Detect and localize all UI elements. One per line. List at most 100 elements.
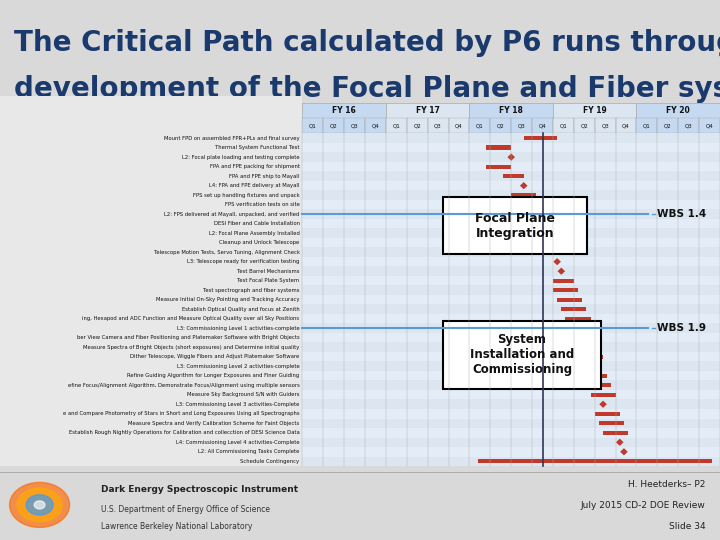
Text: Focal Plane
Integration: Focal Plane Integration xyxy=(474,212,555,240)
Text: FY 20: FY 20 xyxy=(667,106,690,115)
Bar xyxy=(302,118,323,133)
Text: L3: Commissioning Level 3 activities-Complete: L3: Commissioning Level 3 activities-Com… xyxy=(176,402,300,407)
Text: Q2: Q2 xyxy=(664,123,672,129)
Bar xyxy=(302,191,720,200)
Text: L2: FPS delivered at Mayall, unpacked, and verified: L2: FPS delivered at Mayall, unpacked, a… xyxy=(164,212,300,217)
Text: Q1: Q1 xyxy=(643,123,651,129)
Bar xyxy=(302,257,720,266)
Polygon shape xyxy=(520,182,528,189)
Bar xyxy=(302,266,720,276)
Text: FY 19: FY 19 xyxy=(583,106,606,115)
Text: Slide 34: Slide 34 xyxy=(669,523,706,531)
Text: ber View Camera and Fiber Positioning and Platemaker Software with Bright Object: ber View Camera and Fiber Positioning an… xyxy=(77,335,300,340)
Bar xyxy=(302,295,720,305)
Bar xyxy=(523,136,557,140)
Text: FPA and FPE packing for shipment: FPA and FPE packing for shipment xyxy=(210,164,300,169)
Text: Q1: Q1 xyxy=(559,123,567,129)
Text: Q3: Q3 xyxy=(351,123,359,129)
Bar xyxy=(469,103,553,118)
Text: L2: All Commissioning Tasks Complete: L2: All Commissioning Tasks Complete xyxy=(198,449,300,454)
Text: Thermal System Functional Test: Thermal System Functional Test xyxy=(215,145,300,150)
Bar xyxy=(302,437,720,447)
Text: DESI Fiber and Cable Installation: DESI Fiber and Cable Installation xyxy=(214,221,300,226)
Text: Q3: Q3 xyxy=(518,123,526,129)
Polygon shape xyxy=(9,482,70,528)
Bar xyxy=(553,103,636,118)
Bar xyxy=(323,118,344,133)
Polygon shape xyxy=(536,211,544,218)
Bar xyxy=(528,202,553,207)
Bar xyxy=(536,240,562,245)
Bar xyxy=(541,250,565,254)
FancyBboxPatch shape xyxy=(443,197,587,254)
Bar xyxy=(302,276,720,286)
Text: efine Focus/Alignment Algorithm, Demonstrate Focus/Alignment using multiple sens: efine Focus/Alignment Algorithm, Demonst… xyxy=(68,383,300,388)
Bar xyxy=(302,418,720,428)
Text: Q2: Q2 xyxy=(580,123,588,129)
Text: FY 17: FY 17 xyxy=(415,106,440,115)
Bar xyxy=(636,103,720,118)
Bar xyxy=(386,118,407,133)
Text: Dither Telescope, Wiggle Fibers and Adjust Platemaker Software: Dither Telescope, Wiggle Fibers and Adju… xyxy=(130,354,300,359)
Bar xyxy=(578,355,603,359)
Text: H. Heetderks– P2: H. Heetderks– P2 xyxy=(629,481,706,489)
Polygon shape xyxy=(557,268,565,275)
Bar xyxy=(595,118,616,133)
Text: The Critical Path calculated by P6 runs through the: The Critical Path calculated by P6 runs … xyxy=(14,29,720,57)
Bar xyxy=(616,118,636,133)
Text: FPS verification tests on site: FPS verification tests on site xyxy=(225,202,300,207)
Bar xyxy=(678,118,699,133)
Text: Measure Sky Background S/N with Guiders: Measure Sky Background S/N with Guiders xyxy=(187,392,300,397)
Bar xyxy=(386,103,469,118)
Bar xyxy=(486,145,511,150)
Bar xyxy=(302,133,720,143)
Bar xyxy=(302,428,720,437)
Text: Q3: Q3 xyxy=(601,123,609,129)
Text: e and Compare Photometry of Stars in Short and Long Exposures Using all Spectrog: e and Compare Photometry of Stars in Sho… xyxy=(63,411,300,416)
Bar xyxy=(302,447,720,456)
Text: Test Barrel Mechanisms: Test Barrel Mechanisms xyxy=(237,269,300,274)
Bar xyxy=(302,314,720,323)
Polygon shape xyxy=(554,258,561,265)
Text: L4: FPA and FPE delivery at Mayall: L4: FPA and FPE delivery at Mayall xyxy=(209,183,300,188)
Bar xyxy=(574,345,599,349)
Text: L3: Commissioning Level 2 activities-complete: L3: Commissioning Level 2 activities-com… xyxy=(177,364,300,369)
Text: WBS 1.4: WBS 1.4 xyxy=(657,209,706,219)
Bar xyxy=(302,400,720,409)
Text: ing, Hexapod and ADC Function and Measure Optical Quality over all Sky Positions: ing, Hexapod and ADC Function and Measur… xyxy=(82,316,300,321)
Text: Schedule Contingency: Schedule Contingency xyxy=(240,459,300,464)
Text: FY 16: FY 16 xyxy=(333,106,356,115)
Text: Q1: Q1 xyxy=(309,123,317,129)
Text: L4: Commissioning Level 4 activities-Complete: L4: Commissioning Level 4 activities-Com… xyxy=(176,440,300,445)
Bar xyxy=(599,421,624,426)
Bar xyxy=(657,118,678,133)
Bar xyxy=(302,228,720,238)
Polygon shape xyxy=(508,153,515,161)
Text: development of the Focal Plane and Fiber system: development of the Focal Plane and Fiber… xyxy=(14,75,720,103)
Text: Q1: Q1 xyxy=(476,123,484,129)
Bar xyxy=(478,459,711,463)
Text: Cleanup and Unlock Telescope: Cleanup and Unlock Telescope xyxy=(220,240,300,245)
Text: Establish Rough Nightly Operations for Calibration and collecction of DESI Scien: Establish Rough Nightly Operations for C… xyxy=(69,430,300,435)
FancyBboxPatch shape xyxy=(443,321,601,389)
Bar xyxy=(302,238,720,247)
Bar xyxy=(302,171,720,181)
Text: L2: Focal plate loading and testing complete: L2: Focal plate loading and testing comp… xyxy=(182,154,300,160)
Polygon shape xyxy=(620,448,628,455)
Text: FPA and FPE ship to Mayall: FPA and FPE ship to Mayall xyxy=(229,174,300,179)
Polygon shape xyxy=(616,438,624,446)
Text: Q3: Q3 xyxy=(434,123,442,129)
Text: Refine Guiding Algorithm for Longer Exposures and Finer Guiding: Refine Guiding Algorithm for Longer Expo… xyxy=(127,373,300,378)
Text: System
Installation and
Commissioning: System Installation and Commissioning xyxy=(470,333,574,376)
Text: Establish Optical Quality and focus at Zenith: Establish Optical Quality and focus at Z… xyxy=(181,307,300,312)
Text: Measure Spectra of Bright Objects (short exposures) and Determine initial qualit: Measure Spectra of Bright Objects (short… xyxy=(83,345,300,350)
Bar xyxy=(574,118,595,133)
Bar xyxy=(302,361,720,371)
Bar xyxy=(536,221,570,226)
Polygon shape xyxy=(17,488,62,522)
Text: FY 18: FY 18 xyxy=(499,106,523,115)
Text: Telescope Motion Tests, Servo Tuning, Alignment Check: Telescope Motion Tests, Servo Tuning, Al… xyxy=(153,249,300,255)
Polygon shape xyxy=(541,230,549,237)
Bar xyxy=(302,371,720,381)
Bar xyxy=(302,210,720,219)
